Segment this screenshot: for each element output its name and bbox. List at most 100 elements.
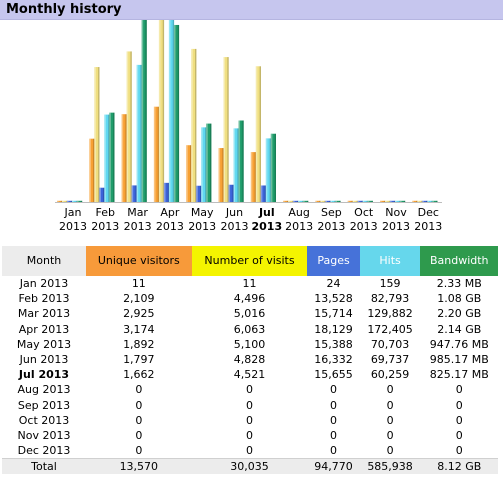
cell-pages: 13,528: [314, 292, 353, 306]
bar-visits-aug: [288, 200, 294, 202]
x-tick-month: Sep: [321, 206, 342, 219]
cell-month: Nov 2013: [17, 428, 71, 442]
x-tick-year: 2013: [251, 220, 282, 233]
cell-unique: 0: [135, 428, 143, 442]
cell-hits: 0: [386, 444, 394, 458]
cell-hits: 70,703: [370, 337, 410, 351]
x-tick-year: 2013: [59, 220, 87, 233]
bar-hits-sep: [330, 200, 336, 202]
bar-bandwidth-nov: [400, 200, 406, 202]
bar-visits-apr: [158, 20, 165, 202]
bar-visits-jan: [62, 200, 68, 202]
table-header-row: Month Unique visitors Number of visits P…: [2, 246, 498, 276]
bar-pages-mar: [131, 185, 137, 202]
monthly-history-table: Month Unique visitors Number of visits P…: [2, 246, 498, 475]
cell-month: Feb 2013: [18, 292, 70, 306]
total-month: Total: [2, 458, 86, 475]
cell-unique: 1,662: [123, 368, 155, 382]
total-unique: 13,570: [86, 458, 192, 475]
bar-hits-aug: [298, 200, 304, 202]
total-hits: 585,938: [359, 458, 421, 475]
col-hits-header: Hits: [359, 246, 421, 276]
bar-visits-nov: [385, 200, 391, 202]
bar-visits-may: [191, 48, 197, 202]
bar-hits-dec: [427, 200, 433, 202]
bar-bandwidth-sep: [335, 200, 341, 202]
bar-hits-oct: [362, 200, 368, 202]
x-tick-month: Nov: [385, 206, 407, 219]
cell-month: Jan 2013: [19, 277, 69, 291]
cell-pages: 0: [330, 398, 338, 412]
x-tick-year: 2013: [382, 220, 410, 233]
bar-pages-sep: [325, 200, 331, 202]
cell-unique: 1,797: [123, 353, 155, 367]
x-tick-month: Feb: [96, 206, 115, 219]
cell-hits: 159: [379, 277, 401, 291]
cell-visits: 4,521: [233, 368, 266, 382]
cell-bandwidth: 2.20 GB: [437, 307, 482, 321]
cell-month: Apr 2013: [18, 322, 70, 336]
cell-visits: 0: [246, 383, 254, 397]
table-row: Feb 2013 2,109 4,496 13,528 82,793 1.08 GB: [2, 291, 498, 306]
cell-visits: 5,100: [233, 337, 266, 351]
table-row: Aug 2013 0 0 0 0 0: [2, 382, 498, 397]
bar-visits-oct: [352, 200, 358, 202]
cell-unique: 2,109: [123, 292, 155, 306]
cell-visits: 0: [246, 398, 254, 412]
bar-hits-jun: [233, 128, 239, 202]
cell-pages: 0: [330, 413, 338, 427]
bar-pages-jan: [67, 200, 73, 202]
bar-unique-feb: [89, 138, 95, 202]
x-tick-year: 2013: [156, 220, 184, 233]
bar-bandwidth-may: [206, 123, 212, 202]
cell-bandwidth: 2.33 MB: [436, 277, 482, 291]
bar-unique-nov: [380, 200, 386, 202]
total-bandwidth: 8.12 GB: [420, 458, 498, 475]
col-visits-header: Number of visits: [191, 246, 308, 276]
table-row: Jun 2013 1,797 4,828 16,332 69,737 985.17 MB: [2, 352, 498, 367]
bar-bandwidth-jan: [77, 200, 83, 202]
cell-bandwidth: 0: [455, 413, 463, 427]
cell-pages: 24: [326, 277, 341, 291]
bar-visits-dec: [417, 200, 423, 202]
table-row: Sep 2013 0 0 0 0 0: [2, 398, 498, 413]
bar-unique-aug: [283, 200, 289, 202]
total-pages: 94,770: [307, 458, 360, 475]
cell-unique: 0: [135, 398, 143, 412]
cell-pages: 15,388: [314, 337, 353, 351]
cell-month: Mar 2013: [17, 307, 71, 321]
cell-hits: 0: [386, 428, 394, 442]
table-total-row: Total 13,570 30,035 94,770 585,938 8.12 GB: [2, 458, 498, 475]
cell-month: Oct 2013: [18, 413, 70, 427]
x-tick-month: May: [191, 206, 214, 219]
cell-bandwidth: 0: [455, 383, 463, 397]
bar-hits-feb: [104, 114, 110, 202]
cell-hits: 69,737: [370, 353, 410, 367]
col-month-header: Month: [2, 246, 86, 276]
x-tick-year: 2013: [285, 220, 313, 233]
bar-visits-sep: [320, 200, 326, 202]
bar-pages-nov: [390, 200, 396, 202]
cell-visits: 0: [246, 428, 254, 442]
cell-visits: 11: [242, 277, 257, 291]
cell-unique: 0: [135, 413, 143, 427]
cell-hits: 60,259: [370, 368, 410, 382]
cell-visits: 0: [246, 444, 254, 458]
monthly-history-chart: Jan2013Feb2013Mar2013Apr2013May2013Jun20…: [55, 20, 442, 233]
bar-bandwidth-jun: [238, 120, 244, 202]
cell-hits: 172,405: [367, 322, 413, 336]
cell-unique: 3,174: [123, 322, 155, 336]
total-visits: 30,035: [191, 458, 308, 475]
bar-bandwidth-oct: [367, 200, 373, 202]
cell-visits: 5,016: [233, 307, 266, 321]
col-bandwidth-header: Bandwidth: [420, 246, 498, 276]
cell-unique: 2,925: [123, 307, 155, 321]
bar-bandwidth-jul: [270, 133, 276, 202]
panel-header: Monthly history: [0, 0, 503, 20]
bar-bandwidth-feb: [109, 112, 115, 202]
cell-pages: 18,129: [314, 322, 353, 336]
bar-pages-feb: [99, 187, 105, 202]
table-row: Apr 2013 3,174 6,063 18,129 172,405 2.14 GB: [2, 322, 498, 337]
bar-bandwidth-dec: [432, 200, 438, 202]
x-tick-month: Jun: [225, 206, 243, 219]
